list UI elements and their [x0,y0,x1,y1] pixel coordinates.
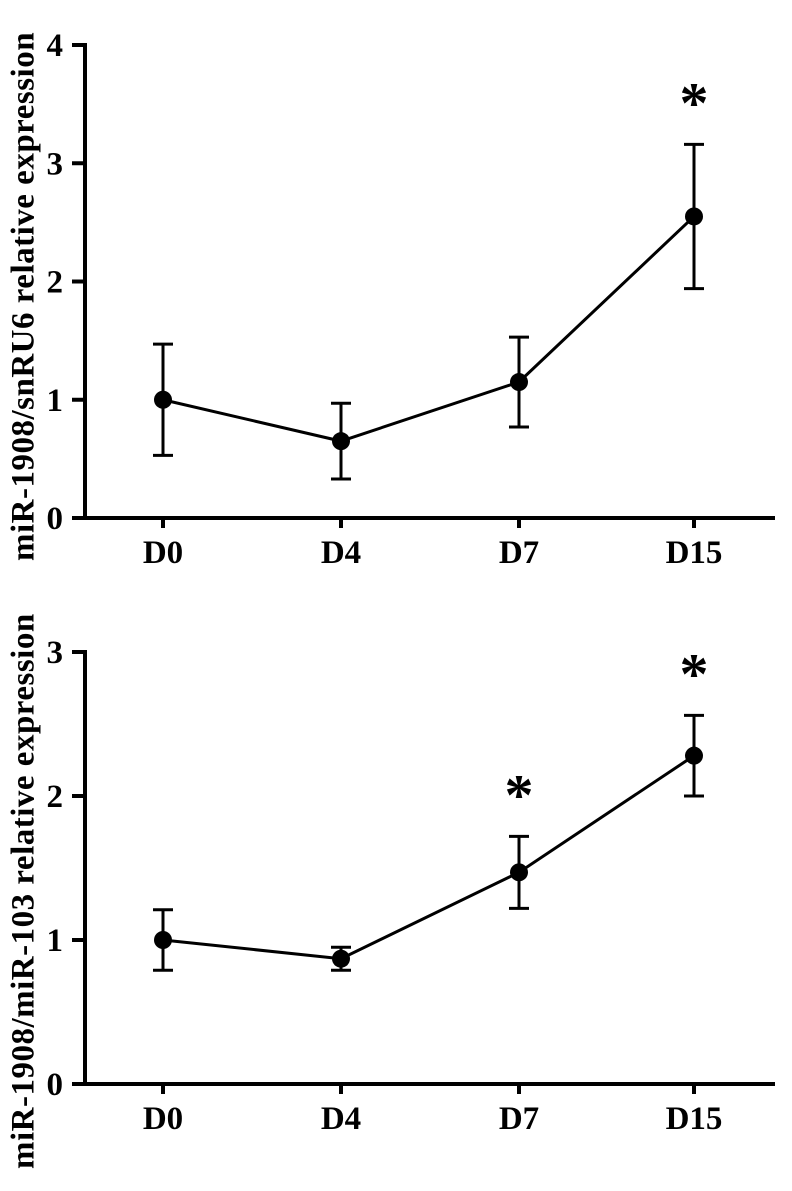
y-tick-label: 1 [47,383,64,419]
y-tick-label: 2 [47,779,64,815]
y-axis-label-bottom: miR-1908/miR-103 relative expression [5,613,42,1170]
data-point [332,949,350,968]
x-tick-label: D0 [143,1101,183,1137]
y-tick-label: 3 [47,635,64,671]
significance-asterisk: * [505,762,534,827]
chart-bottom-svg: 0 1 2 3 D0 D4 D7 D15 * * [47,635,775,1137]
data-line [162,215,696,443]
y-axis-label-top: miR-1908/snRU6 relative expression [5,31,42,561]
y-tick-label: 1 [47,923,64,959]
x-tick-label: D7 [499,1101,539,1137]
data-point [685,207,703,226]
y-tick-label: 2 [47,265,64,301]
data-point [510,863,528,882]
y-tick-label: 0 [47,501,64,537]
x-tick-label: D0 [143,535,183,571]
significance-asterisk: * [680,641,709,706]
x-tick-label: D4 [321,535,361,571]
x-tick-label: D7 [499,535,539,571]
data-point [154,931,172,949]
chart-top: 0 1 2 3 4 D0 D4 D7 D15 * miR-1908/snRU6 relative … [0,0,792,592]
data-point [332,432,350,451]
y-tick-label: 0 [47,1067,64,1103]
y-tick-label: 4 [47,28,64,64]
data-point [154,390,172,409]
y-tick-label: 3 [47,146,64,182]
data-line [162,754,695,961]
chart-bottom: 0 1 2 3 D0 D4 D7 D15 * * miR-1908/miR-103 relativ… [0,592,792,1191]
chart-top-svg: 0 1 2 3 4 D0 D4 D7 D15 * [47,28,775,571]
data-point [685,746,703,765]
x-tick-label: D15 [666,535,723,571]
data-point [510,373,528,392]
x-tick-label: D15 [666,1101,723,1137]
x-tick-label: D4 [321,1101,361,1137]
significance-asterisk: * [680,70,709,135]
